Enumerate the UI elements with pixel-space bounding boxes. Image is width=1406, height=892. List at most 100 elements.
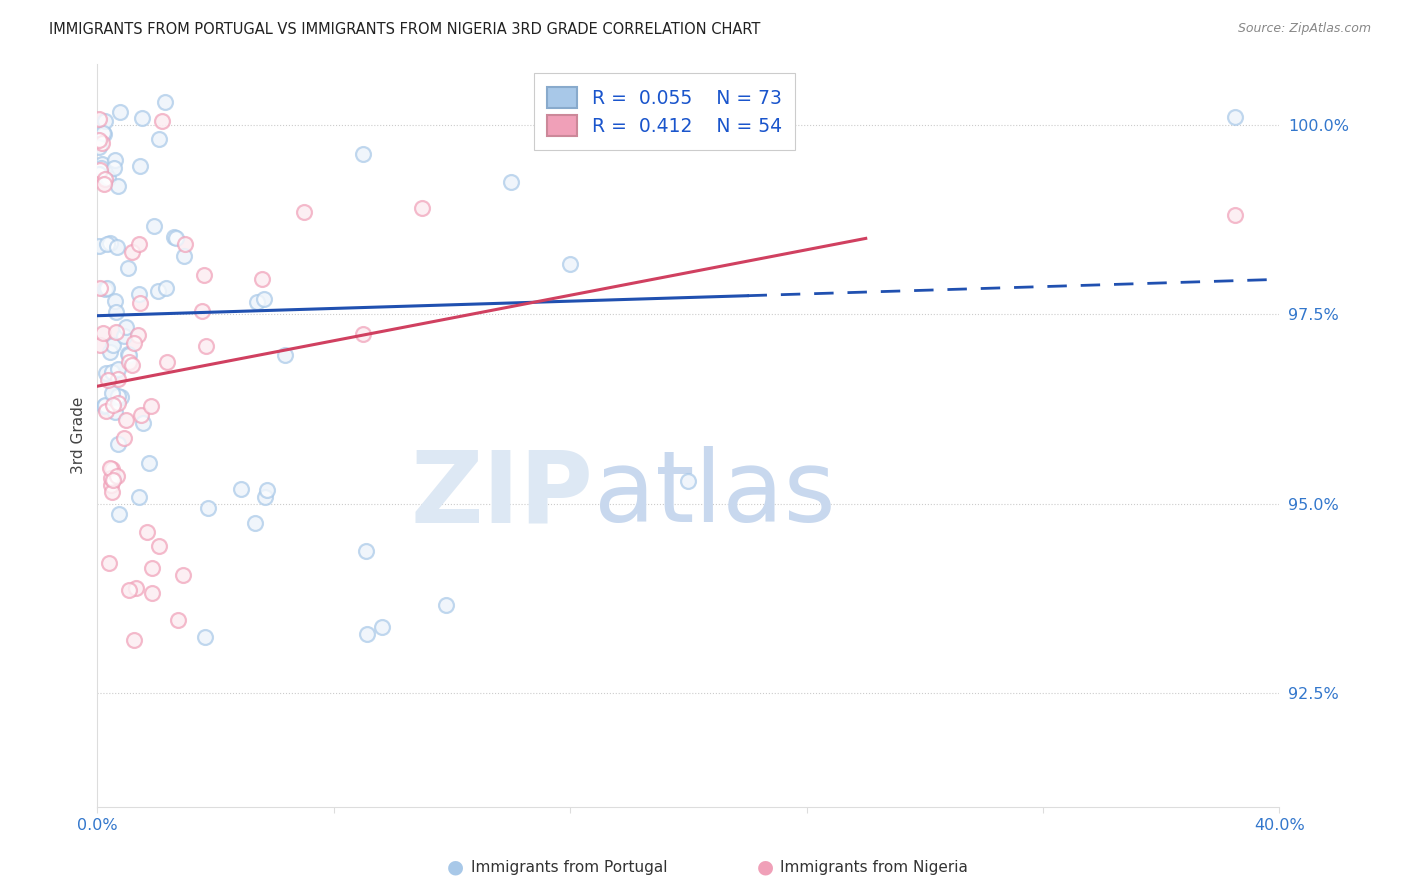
- Point: [163, 230, 186, 244]
- Point: [191, 304, 214, 318]
- Point: [253, 491, 276, 505]
- Point: [91, 326, 114, 340]
- Point: [165, 231, 187, 245]
- Point: [139, 399, 162, 413]
- Point: [146, 284, 169, 298]
- Point: [94, 166, 117, 180]
- Point: [128, 296, 150, 310]
- Point: [89, 167, 111, 181]
- Point: [98, 345, 121, 359]
- Point: [118, 348, 141, 362]
- Point: [103, 398, 125, 412]
- Point: [197, 500, 219, 515]
- Point: [89, 338, 111, 352]
- Point: [560, 257, 582, 271]
- Point: [108, 508, 131, 522]
- Point: [93, 282, 115, 296]
- Point: [250, 272, 273, 286]
- Point: [90, 136, 112, 150]
- Point: [560, 257, 582, 271]
- Point: [411, 202, 433, 216]
- Point: [167, 613, 190, 627]
- Point: [141, 586, 163, 600]
- Point: [101, 461, 124, 475]
- Text: atlas: atlas: [593, 446, 835, 543]
- Point: [94, 403, 117, 417]
- Point: [1223, 208, 1246, 222]
- Point: [107, 361, 129, 376]
- Point: [678, 474, 700, 488]
- Point: [98, 556, 121, 570]
- Point: [148, 539, 170, 553]
- Point: [737, 114, 759, 128]
- Point: [128, 296, 150, 310]
- Point: [94, 398, 117, 412]
- Point: [93, 399, 115, 413]
- Point: [107, 437, 129, 451]
- Point: [94, 166, 117, 180]
- Point: [87, 239, 110, 253]
- Point: [107, 437, 129, 451]
- Point: [138, 456, 160, 470]
- Point: [118, 348, 141, 362]
- Text: ZIP: ZIP: [411, 446, 593, 543]
- Point: [101, 472, 124, 486]
- Legend: R =  0.055    N = 73, R =  0.412    N = 54: R = 0.055 N = 73, R = 0.412 N = 54: [534, 73, 796, 150]
- Point: [94, 113, 117, 128]
- Point: [245, 516, 267, 531]
- Point: [94, 366, 117, 380]
- Point: [94, 113, 117, 128]
- Point: [91, 126, 114, 140]
- Point: [107, 389, 129, 403]
- Point: [1223, 110, 1246, 124]
- Point: [91, 326, 114, 340]
- Point: [141, 561, 163, 575]
- Point: [105, 305, 128, 319]
- Point: [98, 556, 121, 570]
- Point: [107, 371, 129, 385]
- Point: [128, 159, 150, 173]
- Point: [115, 320, 138, 334]
- Point: [87, 239, 110, 253]
- Point: [94, 398, 117, 412]
- Point: [97, 373, 120, 387]
- Point: [103, 473, 125, 487]
- Point: [98, 460, 121, 475]
- Point: [89, 167, 111, 181]
- Point: [87, 140, 110, 154]
- Point: [110, 390, 132, 404]
- Point: [135, 525, 157, 540]
- Point: [131, 111, 153, 125]
- Point: [197, 500, 219, 515]
- Point: [98, 236, 121, 251]
- Text: 40.0%: 40.0%: [1254, 818, 1305, 833]
- Point: [118, 582, 141, 597]
- Point: [245, 516, 267, 531]
- Point: [103, 473, 125, 487]
- Point: [352, 326, 374, 341]
- Point: [93, 177, 115, 191]
- Point: [131, 417, 153, 431]
- Point: [115, 320, 138, 334]
- Point: [135, 525, 157, 540]
- Point: [105, 469, 128, 483]
- Point: [105, 325, 128, 339]
- Text: Immigrants from Portugal: Immigrants from Portugal: [471, 860, 668, 874]
- Point: [737, 114, 759, 128]
- Point: [87, 133, 110, 147]
- Text: 0.0%: 0.0%: [77, 818, 118, 833]
- Point: [110, 390, 132, 404]
- Point: [501, 175, 523, 189]
- Point: [174, 237, 197, 252]
- Point: [105, 240, 128, 254]
- Point: [193, 268, 215, 282]
- Point: [90, 161, 112, 175]
- Point: [108, 104, 131, 119]
- Point: [101, 365, 124, 379]
- Point: [98, 460, 121, 475]
- Point: [1223, 110, 1246, 124]
- Point: [148, 132, 170, 146]
- Point: [155, 281, 177, 295]
- Point: [114, 413, 136, 427]
- Point: [356, 627, 378, 641]
